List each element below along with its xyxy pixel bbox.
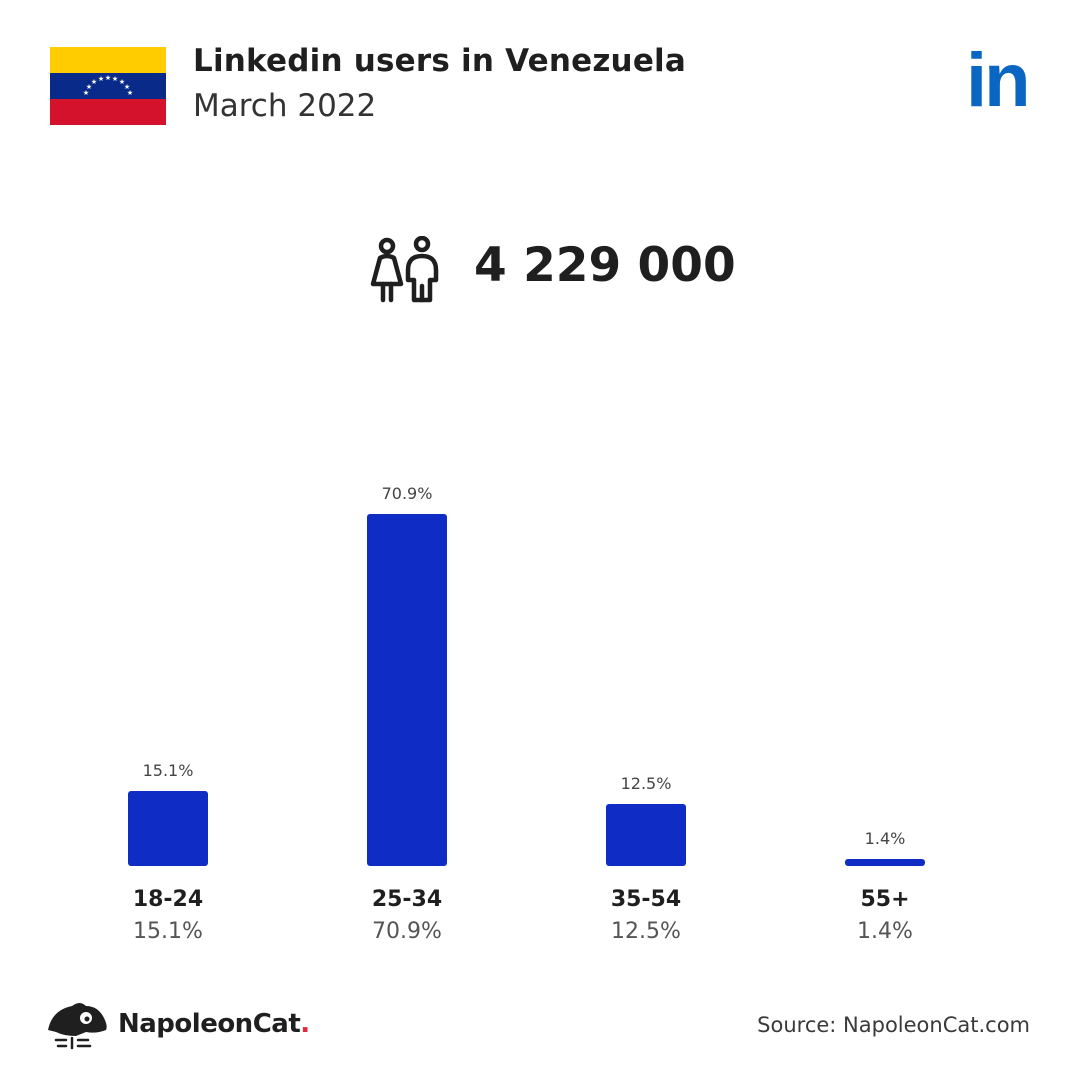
category-percent-label: 70.9% [372, 919, 442, 944]
source-credit: Source: NapoleonCat.com [757, 1013, 1030, 1037]
category-percent-label: 15.1% [133, 919, 203, 944]
bar-value-label: 12.5% [621, 774, 672, 793]
category-label: 18-24 [133, 887, 203, 912]
svg-text:★: ★ [86, 83, 92, 91]
total-users-value: 4 229 000 [474, 238, 736, 293]
napoleoncat-logo-icon [48, 1003, 107, 1050]
bar-value-label: 1.4% [865, 829, 906, 848]
users-icon [370, 236, 439, 303]
svg-text:★: ★ [119, 78, 125, 86]
bar-18-24 [128, 791, 208, 866]
svg-text:★: ★ [105, 74, 111, 82]
category-label: 55+ [860, 887, 909, 912]
page-title: Linkedin users in Venezuela [193, 43, 686, 79]
napoleoncat-brand-name: NapoleonCat. [118, 1009, 310, 1039]
category-percent-label: 1.4% [857, 919, 913, 944]
page-subtitle: March 2022 [193, 88, 377, 124]
category-percent-label: 12.5% [611, 919, 681, 944]
linkedin-logo-icon: in [966, 38, 1031, 123]
brand-name-text: NapoleonCat [118, 1009, 301, 1039]
category-label: 35-54 [611, 887, 681, 912]
svg-text:★: ★ [124, 83, 130, 91]
bar-35-54 [606, 803, 686, 866]
bar-value-label: 70.9% [382, 484, 433, 503]
venezuela-flag-icon: ★ ★ ★ ★ ★ ★ ★ ★ ★ [50, 47, 166, 125]
svg-text:★: ★ [112, 75, 118, 83]
svg-text:★: ★ [98, 75, 104, 83]
svg-text:★: ★ [91, 78, 97, 86]
brand-name-dot: . [300, 1009, 310, 1039]
svg-text:★: ★ [83, 89, 89, 97]
bar-value-label: 15.1% [143, 761, 194, 780]
svg-text:★: ★ [127, 89, 133, 97]
bar-55+ [845, 859, 925, 866]
category-label: 25-34 [372, 887, 442, 912]
bar-25-34 [367, 514, 447, 866]
